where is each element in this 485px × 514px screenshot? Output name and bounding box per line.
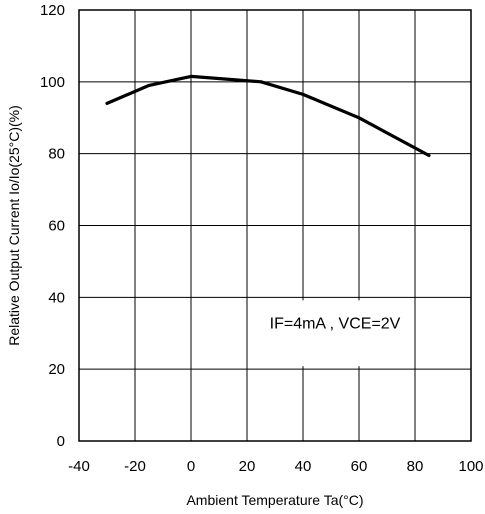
x-tick-label: 20 <box>239 458 256 475</box>
y-tick-labels: 0 20 40 60 80 100 120 <box>40 2 65 450</box>
annotation-text: IF=4mA , VCE=2V <box>270 315 401 332</box>
y-tick-label: 20 <box>48 361 65 378</box>
series-line <box>105 74 431 158</box>
annotation-box: IF=4mA , VCE=2V <box>250 300 412 367</box>
x-tick-label: 40 <box>295 458 312 475</box>
y-axis-label: Relative Output Current Io/Io(25°C)(%) <box>6 105 22 346</box>
y-tick-label: 120 <box>40 2 65 19</box>
annotation-background <box>250 300 412 367</box>
x-tick-label: 60 <box>351 458 368 475</box>
y-tick-label: 60 <box>48 218 65 235</box>
y-tick-label: 100 <box>40 74 65 91</box>
y-tick-label: 40 <box>48 289 65 306</box>
x-tick-label: 80 <box>407 458 424 475</box>
x-tick-label: 0 <box>187 458 195 475</box>
x-axis-label: Ambient Temperature Ta(°C) <box>186 492 363 508</box>
x-tick-label: 100 <box>458 458 483 475</box>
grid <box>78 9 472 442</box>
x-tick-label: -40 <box>68 458 90 475</box>
x-tick-labels: -40 -20 0 20 40 60 80 100 <box>68 458 483 475</box>
y-tick-label: 0 <box>57 433 65 450</box>
x-tick-label: -20 <box>124 458 146 475</box>
plot-frame <box>78 9 472 442</box>
y-tick-label: 80 <box>48 146 65 163</box>
